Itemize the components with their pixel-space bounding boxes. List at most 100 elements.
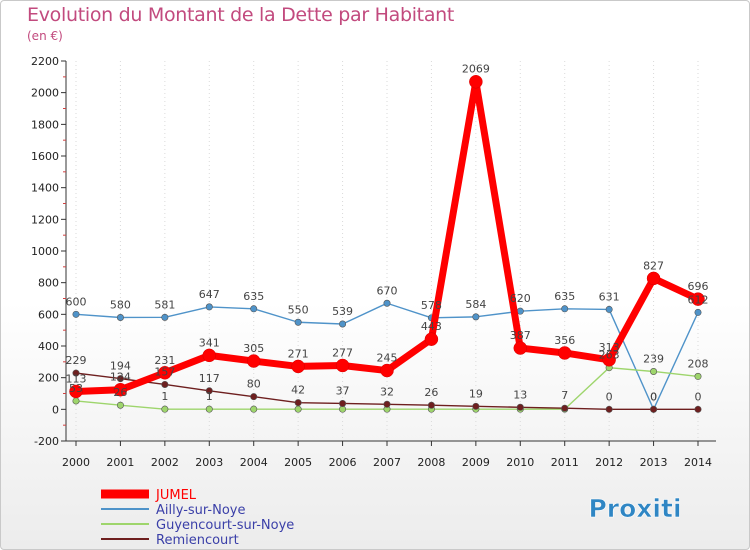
data-point [513, 341, 528, 355]
data-point [335, 358, 350, 373]
data-label: 26 [113, 386, 127, 399]
data-point [516, 403, 524, 411]
data-point [250, 405, 258, 413]
data-point [161, 380, 169, 388]
legend: JUMELAilly-sur-NoyeGuyencourt-sur-NoyeRe… [101, 488, 294, 548]
data-point [691, 292, 705, 306]
data-label: 584 [465, 298, 486, 311]
data-point [246, 354, 261, 368]
data-label: 117 [199, 372, 220, 385]
data-label: 1 [206, 390, 213, 403]
data-point [383, 299, 391, 307]
data-point [424, 332, 439, 346]
data-point [116, 375, 124, 383]
data-point [161, 313, 169, 321]
data-label: 194 [110, 360, 131, 373]
data-label: 387 [510, 329, 531, 342]
y-tick-label: 2000 [31, 87, 59, 100]
x-tick-label: 2005 [284, 456, 312, 469]
chart-title: Evolution du Montant de la Dette par Hab… [27, 4, 455, 26]
data-label: 600 [66, 295, 87, 308]
y-tick-label: 800 [38, 277, 59, 290]
x-tick-label: 2010 [506, 456, 534, 469]
x-tick-label: 2013 [640, 456, 668, 469]
data-label: 42 [291, 384, 305, 397]
data-point [72, 310, 80, 318]
data-label: 208 [688, 357, 709, 370]
legend-label: Ailly-sur-Noye [156, 503, 245, 518]
data-label: 647 [199, 288, 220, 301]
y-tick-label: 600 [38, 308, 59, 321]
data-label: 635 [243, 290, 264, 303]
data-label: 696 [688, 280, 709, 293]
data-point [694, 308, 702, 316]
x-tick-label: 2011 [551, 456, 579, 469]
x-tick-label: 2000 [62, 456, 90, 469]
data-point [380, 363, 394, 378]
y-tick-label: 200 [38, 372, 59, 385]
data-label: 341 [199, 336, 220, 349]
data-point [294, 318, 302, 326]
data-point [427, 401, 435, 409]
data-label: 356 [554, 334, 575, 347]
data-point [339, 399, 347, 407]
data-point [294, 405, 302, 413]
legend-label: Guyencourt-sur-Noye [156, 518, 294, 533]
data-label: 581 [154, 298, 175, 311]
x-tick-label: 2012 [595, 456, 623, 469]
data-label: 37 [336, 384, 350, 397]
x-tick-label: 2007 [373, 456, 401, 469]
y-tick-label: 2200 [31, 55, 59, 68]
y-tick-label: 400 [38, 340, 59, 353]
data-point [650, 367, 658, 375]
data-label: 19 [469, 387, 483, 400]
data-label: 53 [69, 382, 83, 395]
data-label: 0 [695, 390, 702, 403]
legend-label: JUMEL [155, 488, 197, 503]
data-point [561, 404, 569, 412]
data-label: 620 [510, 292, 531, 305]
x-tick-label: 2002 [151, 456, 179, 469]
x-tick-label: 2009 [462, 456, 490, 469]
chart-subtitle: (en €) [27, 29, 63, 43]
data-label: 313 [599, 341, 620, 354]
data-label: 245 [377, 352, 398, 365]
logo-text: Proxiti [588, 494, 681, 523]
data-point [561, 305, 569, 313]
data-label: 827 [643, 259, 664, 272]
data-label: 635 [554, 290, 575, 303]
y-tick-label: 0 [52, 403, 59, 416]
data-label: 670 [377, 284, 398, 297]
data-point [605, 405, 613, 413]
data-point [205, 303, 213, 311]
data-label: 271 [288, 347, 309, 360]
data-label: 631 [599, 290, 620, 303]
y-tick-label: 1000 [31, 245, 59, 258]
data-label: 13 [513, 388, 527, 401]
x-tick-label: 2008 [417, 456, 445, 469]
data-label: 26 [424, 386, 438, 399]
data-point [339, 320, 347, 328]
data-point [72, 397, 80, 405]
data-label: 443 [421, 320, 442, 333]
data-label: 0 [606, 390, 613, 403]
x-tick-label: 2006 [329, 456, 357, 469]
y-tick-label: 1400 [31, 182, 59, 195]
data-point [116, 401, 124, 409]
data-label: 580 [110, 299, 131, 312]
data-point [113, 382, 128, 397]
legend-label: Remiencourt [156, 533, 239, 548]
x-tick-label: 2014 [684, 456, 712, 469]
data-point [605, 305, 613, 313]
data-label: 612 [688, 293, 709, 306]
data-label: 550 [288, 303, 309, 316]
data-point [294, 399, 302, 407]
data-label: 7 [561, 389, 568, 402]
x-tick-label: 2004 [240, 456, 268, 469]
data-label: 157 [154, 365, 175, 378]
data-point [469, 74, 483, 89]
y-tick-label: 1800 [31, 118, 59, 131]
axes: -200020040060080010001200140016001800200… [31, 55, 716, 469]
